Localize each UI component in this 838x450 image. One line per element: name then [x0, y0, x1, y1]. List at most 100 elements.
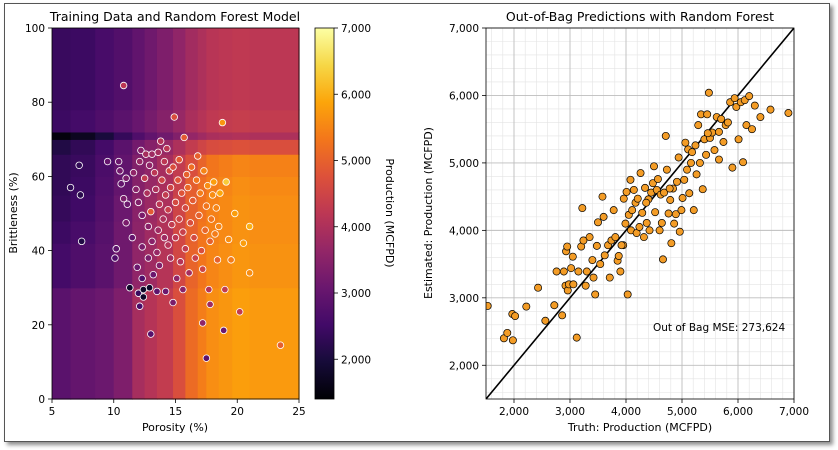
oob-point [681, 138, 690, 147]
oob-point [599, 212, 608, 221]
oob-point [695, 158, 704, 167]
training-point [164, 241, 172, 249]
training-point [211, 230, 219, 238]
training-point [173, 274, 181, 283]
oob-point [641, 183, 649, 192]
heatmap-cell [113, 287, 133, 400]
training-point [161, 191, 170, 199]
heatmap-cell [156, 287, 174, 400]
training-point [201, 226, 209, 234]
y-tick-label: 4,000 [449, 225, 479, 237]
heatmap-cell [144, 139, 158, 155]
training-point [156, 137, 165, 145]
oob-point [723, 118, 732, 127]
training-point [168, 220, 176, 229]
oob-point [508, 336, 517, 345]
oob-point [742, 121, 751, 130]
heatmap-cell [52, 176, 72, 196]
y-tick-label: 3,000 [449, 293, 479, 305]
training-point [179, 285, 187, 294]
oob-point [559, 267, 568, 276]
heatmap-cell [249, 154, 300, 177]
oob-point [619, 194, 628, 203]
oob-point [694, 121, 703, 130]
colorbar-tick-label: 5,000 [341, 156, 371, 168]
colorbar-tick-label: 4,000 [341, 222, 371, 234]
training-point [147, 330, 155, 338]
training-point [122, 219, 130, 227]
training-point [191, 254, 199, 262]
x-tick-label: 10 [107, 406, 120, 418]
oob-point [661, 131, 670, 140]
training-point [152, 185, 160, 194]
oob-point [745, 92, 754, 101]
left-chart: Training Data and Random Forest Model 5 1… [7, 9, 306, 434]
oob-point [730, 94, 739, 103]
oob-point [596, 260, 605, 269]
oob-point [621, 219, 630, 228]
training-point [176, 258, 185, 266]
oob-point [655, 226, 664, 235]
heatmap-cell [95, 109, 115, 133]
training-point [171, 233, 180, 242]
heatmap-cell [132, 287, 146, 400]
heatmap-cell [70, 243, 96, 289]
oob-point [588, 256, 597, 264]
training-point [212, 204, 220, 212]
oob-point [703, 129, 712, 138]
y-tick-label: 2,000 [449, 360, 479, 372]
training-point [210, 178, 218, 186]
oob-point [638, 208, 647, 217]
colorbar-tick-label: 3,000 [341, 288, 371, 300]
heatmap-cell [206, 287, 220, 400]
heatmap-cell [218, 287, 233, 400]
right-x-ticks: 2,000 3,000 4,000 5,000 6,000 7,000 [499, 399, 809, 418]
training-point [224, 235, 233, 244]
oob-points [486, 88, 793, 345]
training-point [185, 269, 193, 277]
training-point [190, 233, 198, 242]
heatmap-cell [249, 243, 300, 289]
oob-point [651, 208, 660, 217]
heatmap-cell [70, 194, 96, 222]
training-point [138, 211, 146, 220]
training-point [196, 189, 204, 197]
training-point [222, 178, 230, 186]
left-x-axis-label: Porosity (%) [142, 421, 208, 434]
oob-point [685, 189, 694, 198]
colorbar-label: Production (MCFPD) [383, 158, 396, 267]
heatmap-cell [113, 139, 133, 155]
oob-point [687, 158, 695, 167]
oob-point [717, 115, 726, 124]
heatmap-cell [197, 28, 207, 111]
x-tick-label: 6,000 [723, 406, 753, 418]
oob-point [766, 105, 775, 114]
heatmap-cell [232, 176, 251, 196]
y-tick-label: 7,000 [449, 23, 479, 35]
oob-point [674, 153, 683, 162]
training-point [177, 189, 186, 197]
oob-point [739, 158, 747, 167]
training-point [66, 183, 75, 192]
training-point [154, 148, 162, 156]
y-tick-label: 40 [32, 246, 45, 258]
training-point [202, 202, 211, 210]
heatmap-cell [197, 109, 207, 133]
left-y-axis-label: Brittleness (%) [7, 172, 20, 253]
oob-point [522, 302, 531, 311]
heatmap-cell [232, 139, 251, 155]
heatmap-cell [249, 194, 300, 222]
heatmap-cell [52, 154, 72, 177]
training-point [116, 167, 124, 175]
heatmap-cell [206, 154, 220, 177]
oob-point [732, 102, 741, 111]
training-point [160, 233, 169, 242]
training-point [135, 157, 144, 166]
heatmap-cell [185, 287, 199, 400]
oob-point [692, 170, 701, 179]
oob-point [628, 206, 637, 215]
oob-point [611, 233, 620, 242]
right-plot-frame [485, 27, 795, 400]
right-y-ticks: 2,000 3,000 4,000 5,000 6,000 7,000 [449, 23, 486, 372]
colorbar-tick-label: 7,000 [341, 23, 371, 35]
